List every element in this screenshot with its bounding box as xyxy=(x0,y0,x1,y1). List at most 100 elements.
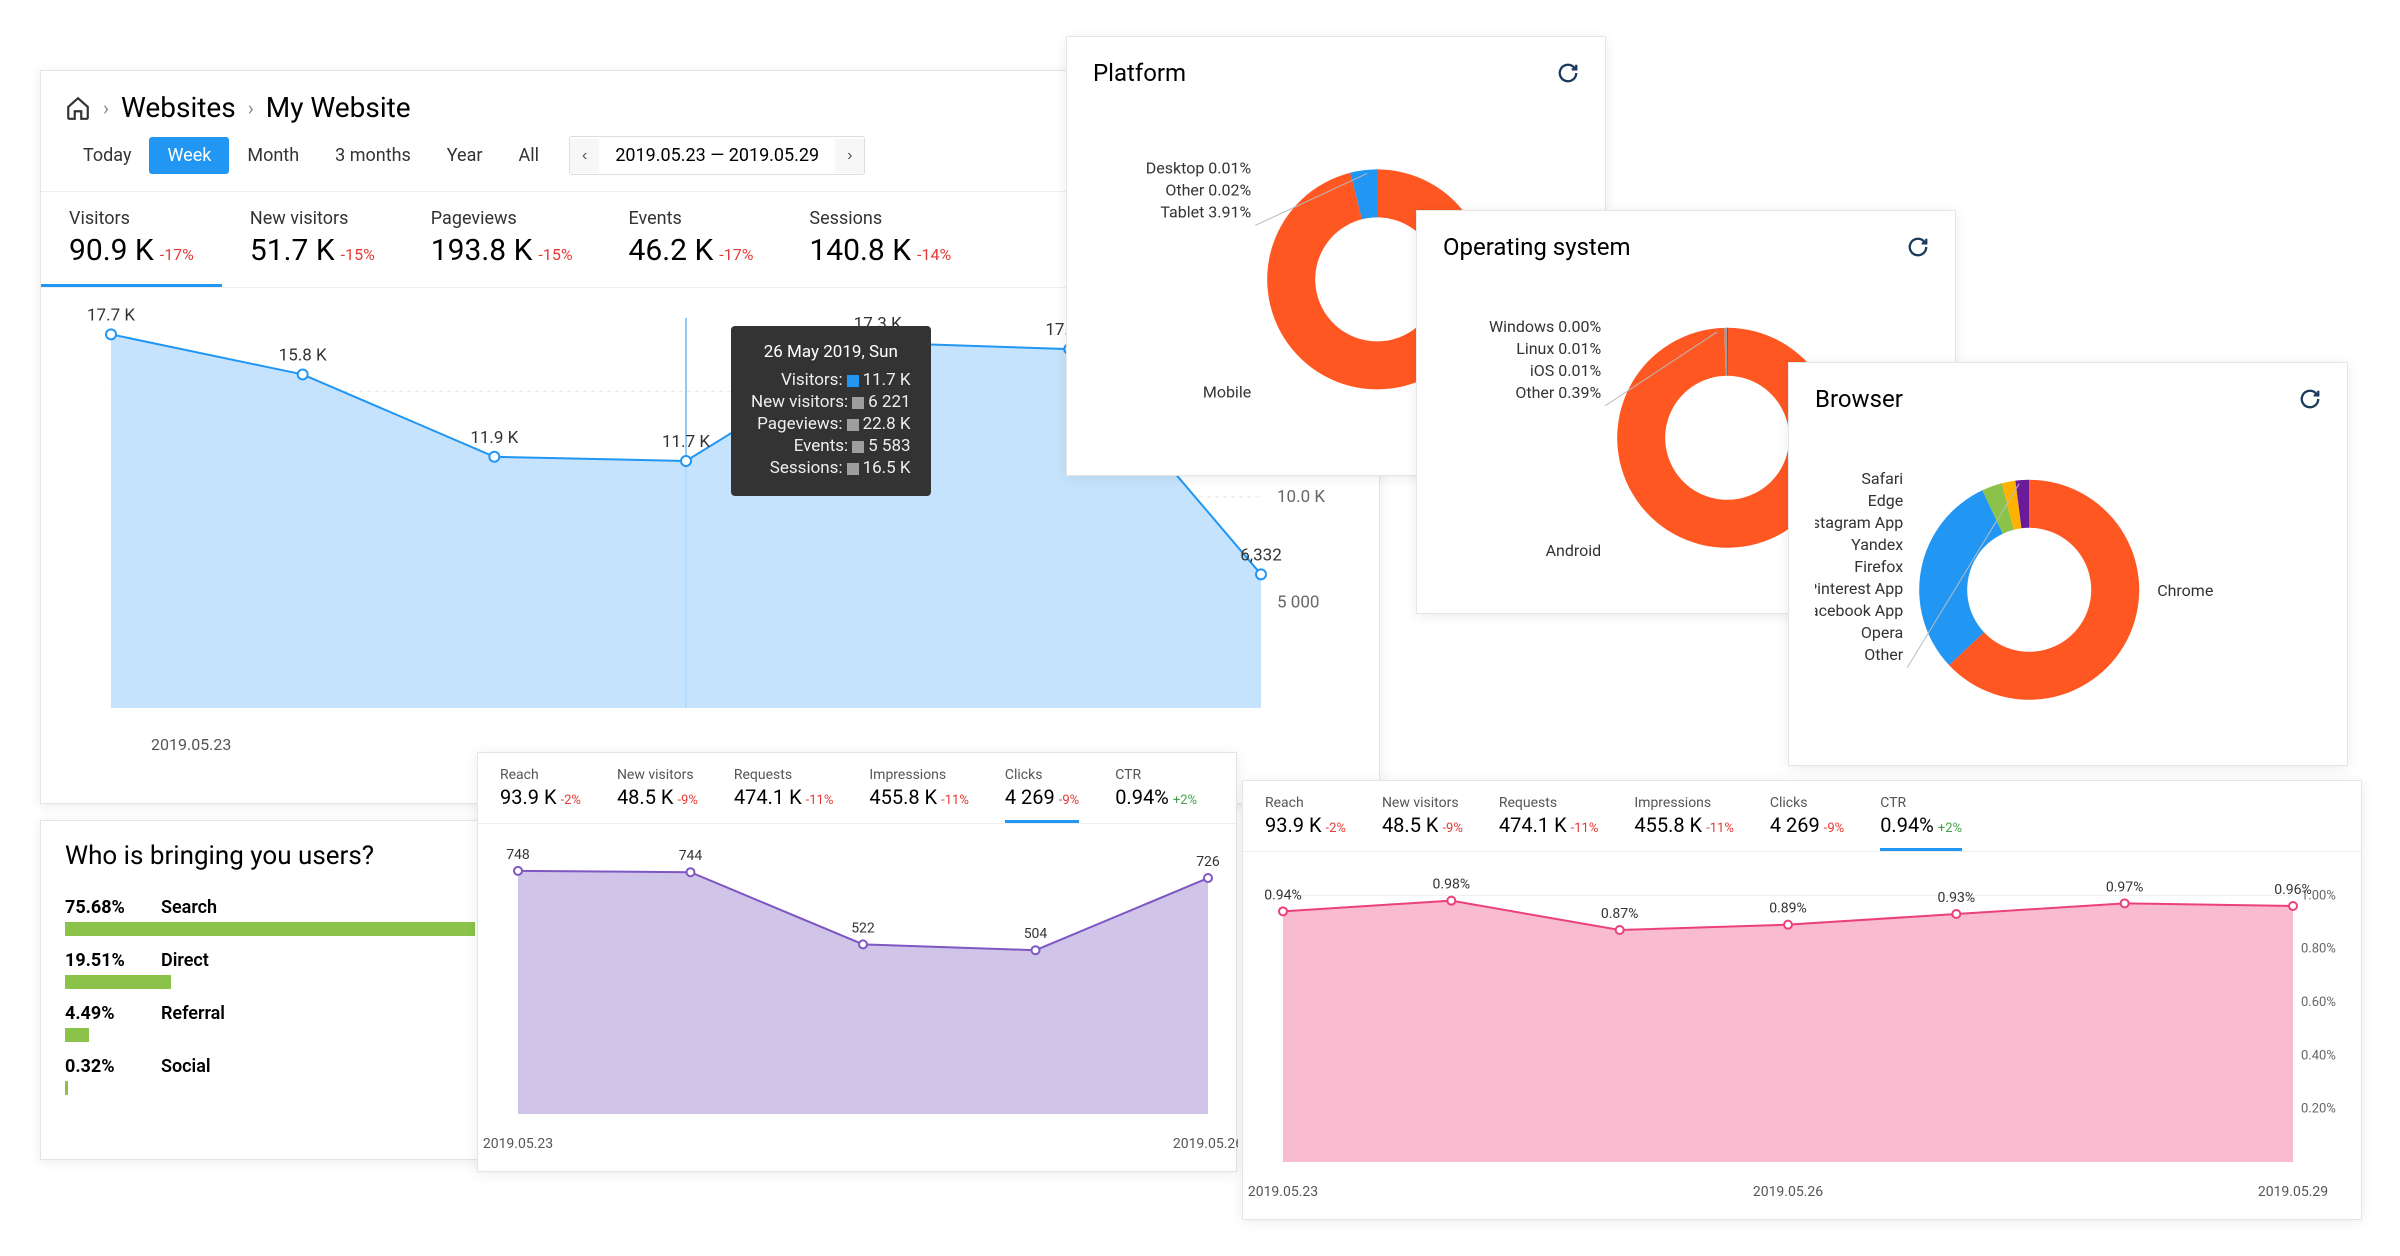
small-metric-value: 93.9 K xyxy=(1265,813,1322,837)
traffic-bar-search[interactable]: 75.68%Search xyxy=(65,897,475,936)
refresh-icon[interactable] xyxy=(2299,388,2321,410)
svg-text:0.98%: 0.98% xyxy=(1433,877,1471,893)
refresh-icon[interactable] xyxy=(1907,236,1929,258)
traffic-bar-referral[interactable]: 4.49%Referral xyxy=(65,1003,475,1042)
small-metric-value: 474.1 K xyxy=(734,785,802,809)
small-metric-new-visitors[interactable]: New visitors 48.5 K-9% xyxy=(617,767,698,809)
svg-text:0.93%: 0.93% xyxy=(1938,890,1976,906)
svg-text:0.96%: 0.96% xyxy=(2274,882,2312,898)
svg-text:2019.05.23: 2019.05.23 xyxy=(483,1136,553,1152)
svg-text:744: 744 xyxy=(679,848,703,864)
small-metric-label: New visitors xyxy=(617,767,698,783)
svg-text:522: 522 xyxy=(851,920,875,936)
metric-label: Sessions xyxy=(809,208,951,229)
svg-text:Android: Android xyxy=(1546,541,1602,560)
svg-text:10.0 K: 10.0 K xyxy=(1277,487,1325,507)
metric-value: 140.8 K xyxy=(809,233,911,268)
traffic-bar-name: Direct xyxy=(161,950,209,971)
small-metric-label: Reach xyxy=(1265,795,1346,811)
traffic-bar-track xyxy=(65,922,475,936)
breadcrumb-websites[interactable]: Websites xyxy=(121,91,236,124)
svg-text:6,332: 6,332 xyxy=(1240,545,1282,565)
traffic-bar-track xyxy=(65,1081,68,1095)
date-tab-year[interactable]: Year xyxy=(429,137,501,174)
metric-delta: -14% xyxy=(917,245,951,264)
svg-text:Pinterest App: Pinterest App xyxy=(1815,579,1903,598)
small-metric-ctr[interactable]: CTR0.94%+2% xyxy=(1880,795,1962,837)
small-metric-requests[interactable]: Requests474.1 K-11% xyxy=(1499,795,1598,837)
svg-text:Instagram App: Instagram App xyxy=(1815,513,1903,532)
small-metric-value: 4 269 xyxy=(1005,785,1055,809)
metric-sessions[interactable]: Sessions 140.8 K -14% xyxy=(781,192,979,287)
small-metric-reach[interactable]: Reach93.9 K-2% xyxy=(500,767,581,809)
platform-title: Platform xyxy=(1093,59,1186,87)
svg-text:Chrome: Chrome xyxy=(2157,581,2213,600)
small-metric-ctr[interactable]: CTR0.94%+2% xyxy=(1115,767,1197,809)
traffic-sources-title: Who is bringing you users? xyxy=(41,821,499,883)
date-tab-all[interactable]: All xyxy=(500,137,557,174)
date-prev-button[interactable]: ‹ xyxy=(570,139,599,173)
small-metric-delta: -11% xyxy=(941,793,969,808)
small-metric-value: 4 269 xyxy=(1770,813,1820,837)
traffic-bar-direct[interactable]: 19.51% Direct xyxy=(65,950,475,989)
small-metric-value: 48.5 K xyxy=(1382,813,1439,837)
date-next-button[interactable]: › xyxy=(835,139,864,173)
metric-delta: -17% xyxy=(719,245,753,264)
clicks-panel: Reach93.9 K-2% New visitors 48.5 K-9% Reque… xyxy=(477,752,1237,1172)
small-metric-clicks[interactable]: Clicks4 269-9% xyxy=(1005,767,1079,809)
small-metric-value: 48.5 K xyxy=(617,785,674,809)
metric-events[interactable]: Events46.2 K-17% xyxy=(601,192,782,287)
clicks-metrics-row: Reach93.9 K-2% New visitors 48.5 K-9% Reque… xyxy=(478,753,1236,824)
os-title: Operating system xyxy=(1443,233,1631,261)
small-metric-label: Impressions xyxy=(1634,795,1733,811)
metric-delta: -15% xyxy=(538,245,572,264)
svg-text:Desktop 0.01%: Desktop 0.01% xyxy=(1146,158,1252,177)
small-metric-delta: -9% xyxy=(1824,821,1844,836)
traffic-bar-value: 75.68% xyxy=(65,897,145,918)
small-metric-delta: -11% xyxy=(806,793,834,808)
small-metric-label: Requests xyxy=(734,767,833,783)
svg-text:iOS 0.01%: iOS 0.01% xyxy=(1530,361,1602,380)
date-tab-3-months[interactable]: 3 months xyxy=(317,137,429,174)
svg-text:Opera: Opera xyxy=(1861,623,1903,642)
breadcrumb-sep: › xyxy=(248,96,254,120)
metric-value: 90.9 K xyxy=(69,233,154,268)
metric-label: Pageviews xyxy=(431,208,573,229)
svg-text:0.40%: 0.40% xyxy=(2301,1048,2336,1063)
small-metric-delta: -9% xyxy=(677,793,697,808)
small-metric-label: CTR xyxy=(1880,795,1962,811)
small-metric-impressions[interactable]: Impressions455.8 K-11% xyxy=(1634,795,1733,837)
svg-text:Edge: Edge xyxy=(1868,491,1903,510)
date-tab-week[interactable]: Week xyxy=(149,137,229,174)
metric-visitors[interactable]: Visitors90.9 K-17% xyxy=(41,192,222,287)
home-icon[interactable] xyxy=(65,95,91,121)
small-metric-impressions[interactable]: Impressions455.8 K-11% xyxy=(869,767,968,809)
metric-new-visitors[interactable]: New visitors51.7 K-15% xyxy=(222,192,403,287)
svg-text:0.87%: 0.87% xyxy=(1601,906,1639,922)
refresh-icon[interactable] xyxy=(1557,62,1579,84)
svg-text:0.20%: 0.20% xyxy=(2301,1102,2336,1117)
small-metric-delta: -11% xyxy=(1571,821,1599,836)
date-tab-today[interactable]: Today xyxy=(65,137,149,174)
browser-card: Browser SafariEdgeInstagram AppYandexFir… xyxy=(1788,362,2348,766)
browser-donut: SafariEdgeInstagram AppYandexFirefoxPint… xyxy=(1815,413,2325,753)
traffic-sources-card: Who is bringing you users? 75.68%Search 1… xyxy=(40,820,500,1160)
traffic-bar-social[interactable]: 0.32%Social xyxy=(65,1056,475,1095)
small-metric-reach[interactable]: Reach93.9 K-2% xyxy=(1265,795,1346,837)
small-metric-clicks[interactable]: Clicks 4 269 -9% xyxy=(1770,795,1844,837)
breadcrumb-sep: › xyxy=(103,96,109,120)
small-metric-new-visitors[interactable]: New visitors48.5 K-9% xyxy=(1382,795,1463,837)
svg-text:Tablet 3.91%: Tablet 3.91% xyxy=(1160,202,1251,221)
metric-pageviews[interactable]: Pageviews193.8 K-15% xyxy=(403,192,601,287)
traffic-bar-value: 19.51% xyxy=(65,950,145,971)
date-tab-month[interactable]: Month xyxy=(229,137,317,174)
small-metric-label: Requests xyxy=(1499,795,1598,811)
svg-text:Yandex: Yandex xyxy=(1851,535,1903,554)
metric-value: 46.2 K xyxy=(629,233,714,268)
ctr-metrics-row: Reach93.9 K-2%New visitors48.5 K-9%Reque… xyxy=(1243,781,2361,852)
ctr-panel: Reach93.9 K-2%New visitors48.5 K-9%Reque… xyxy=(1242,780,2362,1220)
small-metric-value: 455.8 K xyxy=(869,785,937,809)
metric-label: New visitors xyxy=(250,208,375,229)
small-metric-label: Clicks xyxy=(1770,795,1844,811)
small-metric-requests[interactable]: Requests 474.1 K -11% xyxy=(734,767,833,809)
